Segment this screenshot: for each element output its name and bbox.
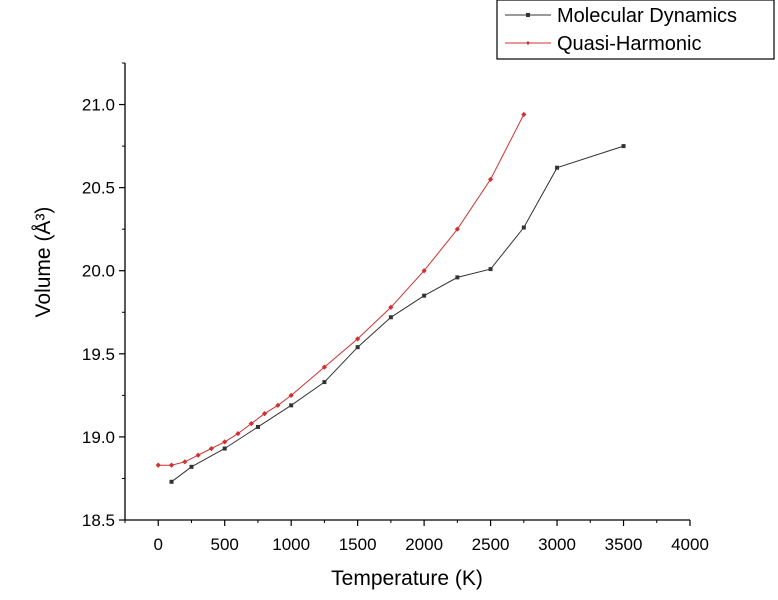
x-axis-title: Temperature (K) [331,567,483,590]
data-point [455,275,460,280]
data-point [235,430,241,437]
data-point [222,439,228,445]
y-tick-label: 20.0 [82,262,115,281]
data-point [288,392,294,398]
series-line-quasi-harmonic [158,114,525,466]
x-tick-label: 0 [154,535,163,554]
data-point [621,144,626,149]
x-tick-label: 3000 [538,535,576,554]
plot-area: 0 500 1000 1500 2000 2500 3000 3500 4000 18.5 19.… [82,62,709,554]
data-point [168,462,175,468]
y-tick-label: 21.0 [82,96,115,115]
data-point [521,225,526,230]
data-point [422,293,427,298]
data-point [248,421,254,427]
y-axis-title: Volume (Å³) [32,207,55,318]
data-point [487,176,494,182]
legend-box [496,0,775,60]
data-point [189,464,194,469]
data-point [169,479,174,484]
series-molecular-dynamics [169,144,626,484]
x-tick-label: 3500 [605,535,643,554]
x-ticks: 0 500 1000 1500 2000 2500 3000 3500 4000 [124,520,709,554]
y-ticks: 18.5 19.0 19.5 20.0 20.5 21.0 [82,62,125,530]
data-point [488,267,493,272]
data-point [195,452,201,458]
data-point [182,459,188,465]
data-point [261,411,268,417]
x-tick-label: 1500 [339,535,377,554]
legend-label-molecular-dynamics: Molecular Dynamics [557,5,737,27]
data-point [521,111,527,118]
data-point [208,445,215,452]
data-point [388,315,393,320]
data-point [275,402,281,408]
x-tick-label: 1000 [272,535,310,554]
x-tick-label: 2000 [405,535,443,554]
data-point [222,446,227,451]
legend-marker-quasi-harmonic [526,41,530,45]
data-point [289,403,294,408]
data-point [355,336,361,342]
series-quasi-harmonic [155,111,527,468]
data-point [155,462,161,468]
x-tick-label: 500 [211,535,239,554]
y-tick-label: 20.5 [82,179,115,198]
data-point [454,226,460,232]
data-point [388,304,394,310]
series-layer [155,111,626,484]
legend-marker-molecular-dynamics [526,13,530,17]
x-tick-label: 2500 [472,535,510,554]
y-tick-label: 19.0 [82,428,115,447]
data-point [555,165,560,170]
data-point [355,345,360,350]
data-point [322,380,327,385]
series-line-molecular-dynamics [171,145,624,483]
data-point [421,268,427,274]
legend-label-quasi-harmonic: Quasi-Harmonic [557,33,701,55]
data-point [255,424,260,429]
x-tick-label: 4000 [671,535,709,554]
legend: Molecular Dynamics Quasi-Harmonic [496,0,775,60]
y-tick-label: 19.5 [82,345,115,364]
data-point [321,364,328,370]
y-tick-label: 18.5 [82,511,115,530]
